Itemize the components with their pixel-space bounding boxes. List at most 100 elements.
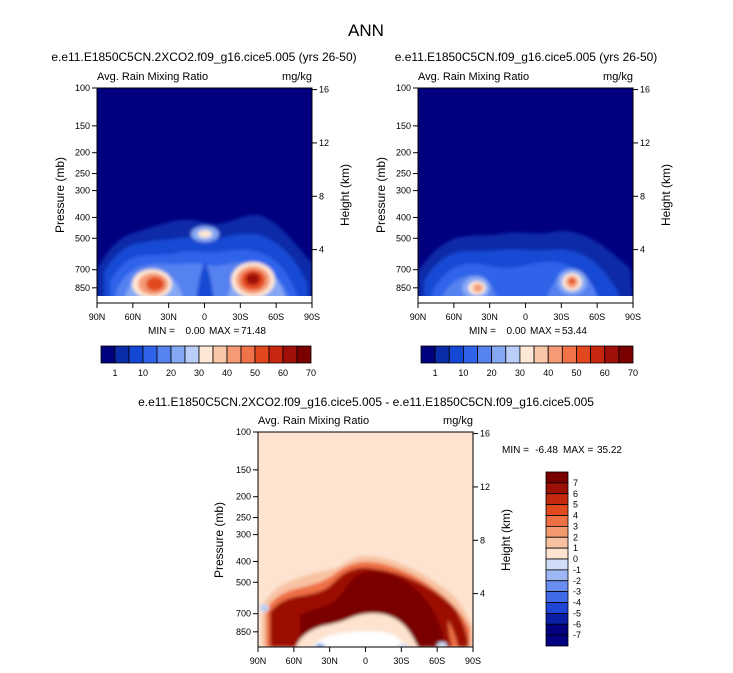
colorbar-swatch: [545, 471, 569, 484]
panel-2xco2: e.e11.E1850C5CN.2XCO2.f09_g16.cice5.005 …: [51, 50, 356, 378]
colorbar-label: 5: [573, 500, 578, 510]
colorbar-label: 7: [573, 478, 578, 488]
contour-level-8: [569, 278, 575, 284]
panel-units: mg/kg: [443, 415, 473, 427]
colorbar-label: 6: [573, 489, 578, 499]
colorbar-swatch: [462, 345, 478, 364]
colorbar-swatch: [545, 612, 569, 625]
panel-left-title: Avg. Rain Mixing Ratio: [258, 415, 369, 427]
min-label: MIN =: [148, 326, 175, 337]
plot-area: [258, 432, 473, 647]
colorbar-swatch: [198, 345, 214, 364]
y-tick-label: 250: [396, 169, 411, 179]
surface-mask: [97, 296, 312, 303]
y-tick-label: 700: [396, 265, 411, 275]
colorbar-label: 50: [571, 368, 581, 378]
y-tick-label: 100: [236, 427, 251, 437]
min-value: -6.48: [535, 445, 558, 456]
colorbar-swatch: [590, 345, 606, 364]
colorbar-swatch: [156, 345, 172, 364]
panel-left-title: Avg. Rain Mixing Ratio: [97, 71, 208, 83]
colorbar-swatch: [545, 525, 569, 538]
y2-tick-label: 16: [640, 85, 650, 95]
panel-difference: e.e11.E1850C5CN.2XCO2.f09_g16.cice5.005 …: [138, 395, 622, 666]
colorbar-label: 0: [573, 554, 578, 564]
x-tick-label: 90S: [625, 312, 641, 322]
colorbar-swatch: [545, 580, 569, 593]
contour-level-2: [196, 262, 214, 303]
panel-title: e.e11.E1850C5CN.f09_g16.cice5.005 (yrs 2…: [395, 50, 658, 64]
colorbar-label: -6: [573, 619, 581, 629]
x-tick-label: 30N: [481, 312, 498, 322]
colorbar-swatch: [545, 482, 569, 495]
y-tick-label: 300: [396, 186, 411, 196]
colorbar-swatch: [545, 623, 569, 636]
x-tick-label: 60S: [268, 312, 284, 322]
colorbar-swatch: [576, 345, 592, 364]
y2-axis-title: Height (km): [659, 164, 673, 226]
y-axis-title: Pressure (mb): [212, 502, 226, 578]
colorbar-label: 70: [306, 368, 316, 378]
y2-tick-label: 12: [640, 138, 650, 148]
colorbar-swatch: [142, 345, 158, 364]
y2-tick-label: 4: [319, 245, 324, 255]
colorbar-label: 20: [166, 368, 176, 378]
colorbar-label: -5: [573, 608, 581, 618]
panel-units: mg/kg: [282, 71, 312, 83]
y-tick-label: 250: [75, 169, 90, 179]
colorbar-swatch: [545, 493, 569, 506]
y-tick-label: 850: [396, 283, 411, 293]
y-tick-label: 100: [396, 83, 411, 93]
colorbar-label: 20: [487, 368, 497, 378]
colorbar-swatch: [240, 345, 256, 364]
y2-tick-label: 8: [480, 535, 485, 545]
min-value: 0.00: [507, 326, 527, 337]
colorbar-label: -7: [573, 630, 581, 640]
y-tick-label: 300: [75, 186, 90, 196]
colorbar-swatch: [448, 345, 464, 364]
y-tick-label: 500: [236, 577, 251, 587]
y-tick-label: 700: [75, 265, 90, 275]
colorbar-swatch: [477, 345, 493, 364]
contour-level-7: [473, 284, 483, 292]
colorbar-label: 40: [222, 368, 232, 378]
colorbar-swatch: [545, 591, 569, 603]
y-tick-label: 100: [75, 83, 90, 93]
y-tick-label: 300: [236, 530, 251, 540]
colorbar-swatch: [618, 345, 634, 364]
max-label: MAX =: [530, 326, 560, 337]
y2-tick-label: 8: [640, 191, 645, 201]
colorbar-label: -2: [573, 576, 581, 586]
colorbar-swatch: [533, 345, 549, 364]
x-tick-label: 60S: [429, 656, 445, 666]
colorbar-label: 1: [573, 543, 578, 553]
colorbar-swatch: [254, 345, 270, 364]
colorbar-label: 2: [573, 532, 578, 542]
min-value: 0.00: [186, 326, 206, 337]
y-tick-label: 700: [236, 609, 251, 619]
colorbar-label: 10: [138, 368, 148, 378]
colorbar-swatch: [547, 345, 563, 364]
colorbar-label: -3: [573, 587, 581, 597]
colorbar-swatch: [545, 634, 569, 647]
colorbar-label: 1: [112, 368, 117, 378]
colorbar-swatch: [268, 345, 284, 364]
contour-level-4: [448, 620, 458, 647]
colorbar-swatch: [420, 345, 436, 364]
panel-left-title: Avg. Rain Mixing Ratio: [418, 71, 529, 83]
y2-axis-title: Height (km): [499, 509, 513, 571]
max-value: 53.44: [562, 326, 587, 337]
x-tick-label: 30S: [553, 312, 569, 322]
x-tick-label: 90S: [465, 656, 481, 666]
colorbar-swatch: [100, 345, 116, 364]
colorbar-label: 40: [543, 368, 553, 378]
y-tick-label: 850: [236, 627, 251, 637]
contour-level-5: [198, 230, 212, 238]
colorbar-label: 30: [515, 368, 525, 378]
x-tick-label: 0: [202, 312, 207, 322]
x-tick-label: 60S: [589, 312, 605, 322]
colorbar-label: 60: [600, 368, 610, 378]
colorbar-swatch: [282, 345, 298, 364]
x-tick-label: 90S: [304, 312, 320, 322]
colorbar-swatch: [545, 569, 569, 582]
